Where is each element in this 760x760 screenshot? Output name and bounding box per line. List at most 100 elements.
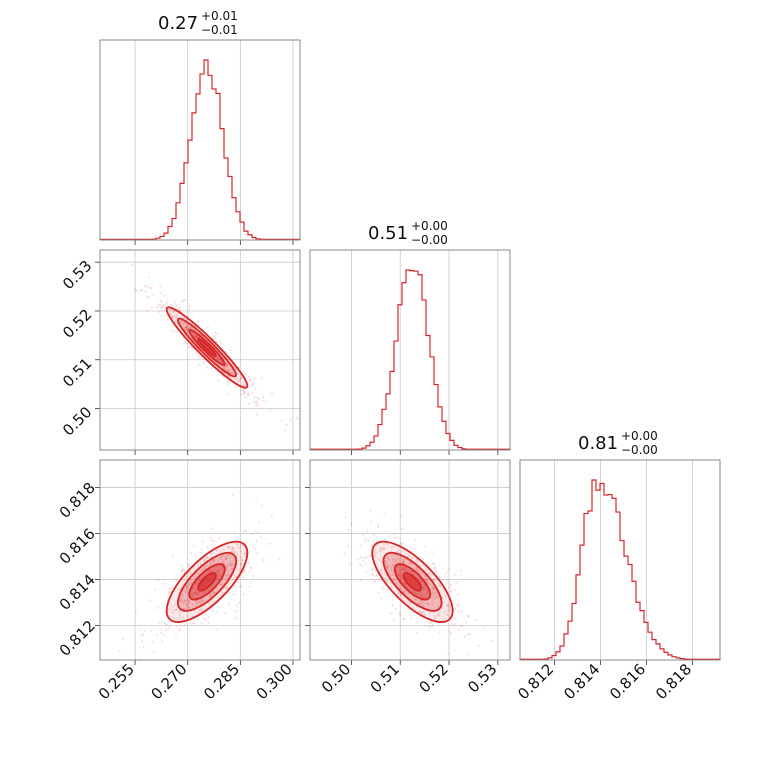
sample-point xyxy=(404,583,407,586)
sample-point xyxy=(235,542,238,545)
sample-point xyxy=(188,571,191,574)
sample-point xyxy=(454,573,457,576)
sample-point xyxy=(414,568,418,571)
sample-point xyxy=(200,622,203,625)
sample-point xyxy=(170,303,173,307)
sample-point xyxy=(221,554,224,557)
sample-point xyxy=(172,605,175,608)
sample-point xyxy=(212,591,215,594)
sample-point xyxy=(183,624,186,627)
sample-point xyxy=(199,609,202,612)
sample-point xyxy=(433,617,436,620)
sample-point xyxy=(187,563,190,566)
sample-point xyxy=(397,574,400,577)
sample-point xyxy=(219,567,223,570)
sample-point xyxy=(397,557,400,560)
sample-point xyxy=(244,371,247,374)
sample-point xyxy=(438,589,441,592)
sample-point xyxy=(187,582,191,586)
sample-point xyxy=(211,527,214,530)
sample-point xyxy=(431,586,434,590)
sample-point xyxy=(175,625,178,629)
sample-point xyxy=(234,367,237,370)
sample-point xyxy=(385,561,388,564)
sample-point xyxy=(433,586,436,589)
sample-point xyxy=(239,388,242,391)
sample-point xyxy=(379,550,382,553)
sample-point xyxy=(432,597,435,600)
sample-point xyxy=(193,335,196,338)
sample-point xyxy=(254,387,257,390)
sample-point xyxy=(178,629,181,632)
pair-content-0-2 xyxy=(118,493,281,660)
sample-point xyxy=(209,563,212,567)
sample-point xyxy=(198,363,201,366)
sample-point xyxy=(204,618,207,621)
sample-point xyxy=(430,621,433,624)
sample-point xyxy=(206,326,209,329)
sample-point xyxy=(438,615,441,618)
sample-point xyxy=(248,378,252,381)
sample-point xyxy=(457,628,460,631)
sample-point xyxy=(402,618,405,621)
sample-point xyxy=(185,325,188,328)
sample-point xyxy=(235,552,238,555)
sample-point xyxy=(384,563,387,566)
sample-point xyxy=(418,609,422,613)
sample-point xyxy=(203,566,206,569)
x-tick-label-0-3: 0.300 xyxy=(253,660,296,703)
sample-point xyxy=(417,569,421,572)
sample-point xyxy=(159,303,162,306)
x-tick-label-1-2: 0.52 xyxy=(415,660,451,696)
sample-point xyxy=(435,581,439,584)
sample-point xyxy=(372,533,375,537)
sample-point xyxy=(209,570,212,574)
sample-point xyxy=(249,581,252,584)
sample-point xyxy=(243,530,246,533)
sample-point xyxy=(208,569,211,572)
sample-point xyxy=(295,417,298,420)
sample-point xyxy=(158,311,161,314)
sample-point xyxy=(420,573,423,576)
sample-point xyxy=(448,604,451,608)
sample-point xyxy=(231,564,234,567)
sample-point xyxy=(162,303,165,307)
sample-point xyxy=(206,557,209,560)
title-value-0: 0.27 xyxy=(158,13,198,34)
sample-point xyxy=(222,548,226,551)
sample-point xyxy=(443,609,446,613)
y-tick-label-2-2: 0.816 xyxy=(56,525,99,568)
sample-point xyxy=(260,504,263,507)
sample-point xyxy=(402,582,405,585)
sample-point xyxy=(447,609,450,612)
sample-point xyxy=(207,602,210,605)
sample-point xyxy=(467,615,470,618)
sample-point xyxy=(420,581,423,584)
sample-point xyxy=(239,562,243,565)
sample-point xyxy=(229,560,232,563)
sample-point xyxy=(211,367,214,370)
sample-point xyxy=(475,618,478,622)
sample-point xyxy=(194,335,197,338)
sample-point xyxy=(229,348,232,352)
sample-point xyxy=(209,593,212,596)
sample-point xyxy=(185,586,188,589)
sample-point xyxy=(184,298,187,301)
sample-point xyxy=(402,567,405,570)
sample-point xyxy=(188,582,191,585)
sample-point xyxy=(396,590,399,593)
sample-point xyxy=(218,358,222,361)
sample-point xyxy=(441,597,444,600)
sample-point xyxy=(237,585,240,588)
sample-point xyxy=(434,567,437,570)
sample-point xyxy=(380,597,383,600)
sample-point xyxy=(194,582,197,585)
sample-point xyxy=(380,561,383,565)
sample-point xyxy=(218,574,221,578)
sample-point xyxy=(183,599,186,602)
sample-point xyxy=(257,397,260,400)
sample-point xyxy=(483,627,486,630)
sample-point xyxy=(386,589,389,592)
sample-point xyxy=(373,554,376,558)
